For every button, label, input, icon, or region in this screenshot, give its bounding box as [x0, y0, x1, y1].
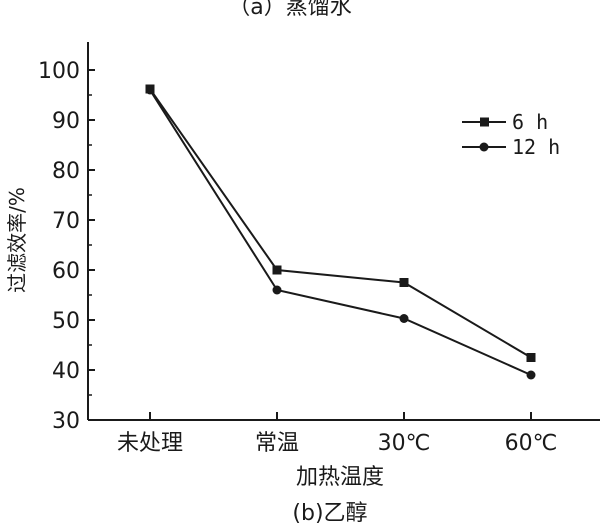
y-tick-label: 50 — [52, 309, 80, 334]
series-line-12h — [149, 89, 532, 376]
series-line-6h — [149, 88, 532, 359]
legend-label: 12 h — [512, 135, 560, 159]
y-tick-label: 100 — [38, 59, 80, 84]
y-tick-label: 60 — [52, 259, 80, 284]
legend-label: 6 h — [512, 110, 548, 134]
y-tick-label: 40 — [52, 359, 80, 384]
y-tick-label: 30 — [52, 409, 80, 434]
y-axis-label: 过滤效率/% — [5, 187, 29, 293]
series-layer — [145, 84, 536, 380]
x-tick-label: 30℃ — [378, 431, 431, 456]
figure-caption: (b)乙醇 — [292, 501, 367, 526]
top-caption: （a）蒸馏水 — [228, 0, 351, 20]
data-point-circle — [272, 285, 282, 295]
y-axis-ticks: 30 40 50 60 70 80 90 100 — [38, 59, 95, 434]
x-tick-label: 60℃ — [505, 431, 558, 456]
data-point-square — [399, 278, 409, 287]
x-axis-ticks: 未处理 常温 30℃ 60℃ — [117, 412, 557, 456]
data-point-circle — [145, 85, 155, 95]
legend-marker-circle — [479, 142, 489, 152]
data-point-square — [526, 353, 536, 362]
x-tick-label: 常温 — [255, 431, 299, 456]
x-axis-label: 加热温度 — [296, 465, 384, 490]
data-point-circle — [526, 370, 536, 380]
y-tick-label: 80 — [52, 159, 80, 184]
data-point-circle — [399, 314, 409, 323]
data-point-square — [272, 265, 282, 275]
y-tick-label: 90 — [52, 109, 80, 134]
legend-marker-square — [480, 117, 489, 127]
y-tick-label: 70 — [52, 209, 80, 234]
legend: 6 h12 h — [462, 110, 560, 159]
x-tick-label: 未处理 — [117, 431, 183, 456]
